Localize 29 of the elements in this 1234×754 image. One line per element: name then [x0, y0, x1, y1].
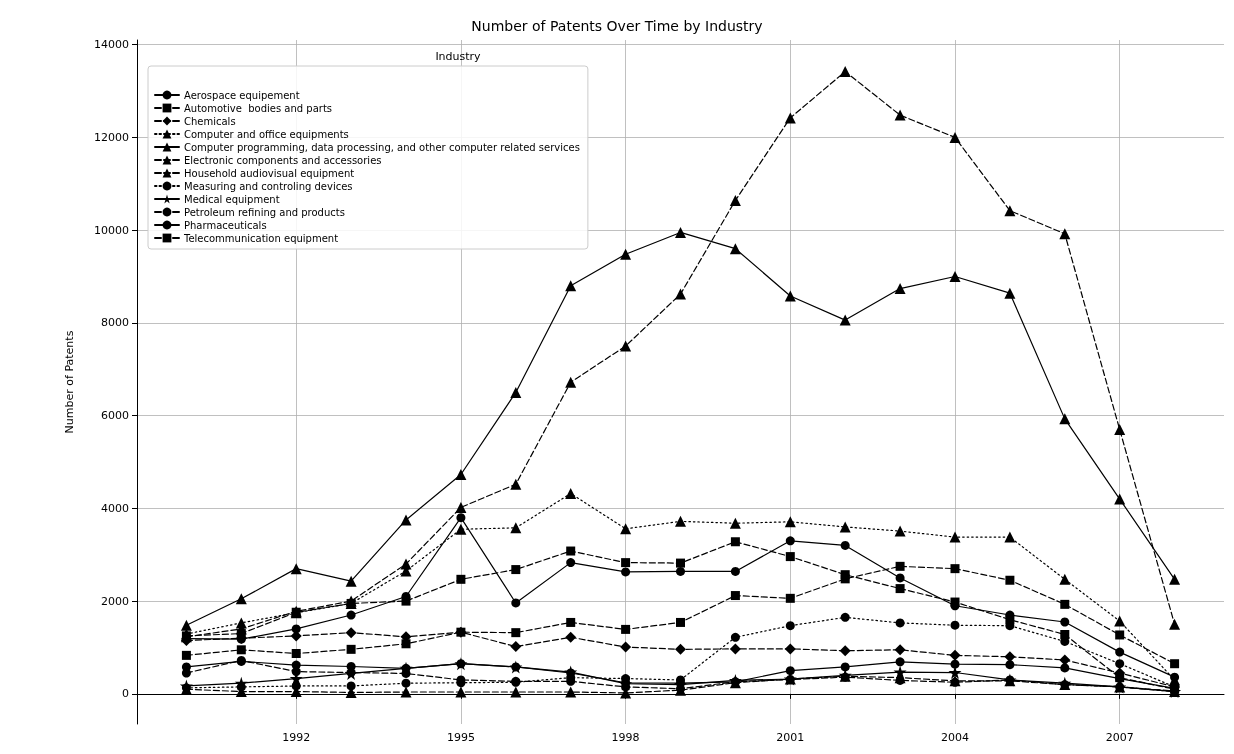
x-tick-label: 2004	[940, 731, 969, 744]
legend-label: Automotive bodies and parts	[184, 102, 333, 114]
legend-label: Electronic components and accessories	[184, 154, 382, 166]
y-tick-label: 10000	[94, 223, 129, 237]
y-tick-label: 14000	[94, 38, 129, 52]
legend-label: Measuring and controling devices	[184, 180, 353, 192]
legend-label: Aerospace equipement	[184, 89, 300, 101]
x-tick-label: 2007	[1105, 731, 1134, 744]
y-axis-title: Number of Patents	[63, 330, 76, 434]
y-tick-label: 0	[122, 687, 129, 701]
x-tick-label: 1992	[282, 731, 311, 744]
chart-title: Number of Patents Over Time by Industry	[471, 18, 763, 34]
x-tick-label: 2001	[776, 731, 805, 744]
legend-label: Petroleum refining and products	[184, 206, 345, 218]
legend-label: Telecommunication equipment	[183, 232, 339, 244]
y-tick-label: 4000	[101, 501, 129, 515]
legend-title: Industry	[435, 50, 482, 63]
x-tick-label: 1998	[611, 731, 640, 744]
y-tick-label: 8000	[101, 316, 129, 330]
legend-label: Computer programming, data processing, and other computer related services	[184, 141, 580, 153]
y-tick-label: 2000	[101, 594, 129, 608]
legend-label: Medical equipment	[184, 193, 280, 205]
legend-label: Pharmaceuticals	[184, 219, 267, 231]
x-tick-label: 1995	[446, 731, 475, 744]
legend-label: Chemicals	[184, 115, 236, 127]
legend-label: Household audiovisual equipment	[184, 167, 355, 179]
legend-label: Computer and office equipments	[184, 128, 349, 140]
y-tick-label: 6000	[101, 409, 129, 423]
y-tick-label: 12000	[94, 130, 129, 144]
